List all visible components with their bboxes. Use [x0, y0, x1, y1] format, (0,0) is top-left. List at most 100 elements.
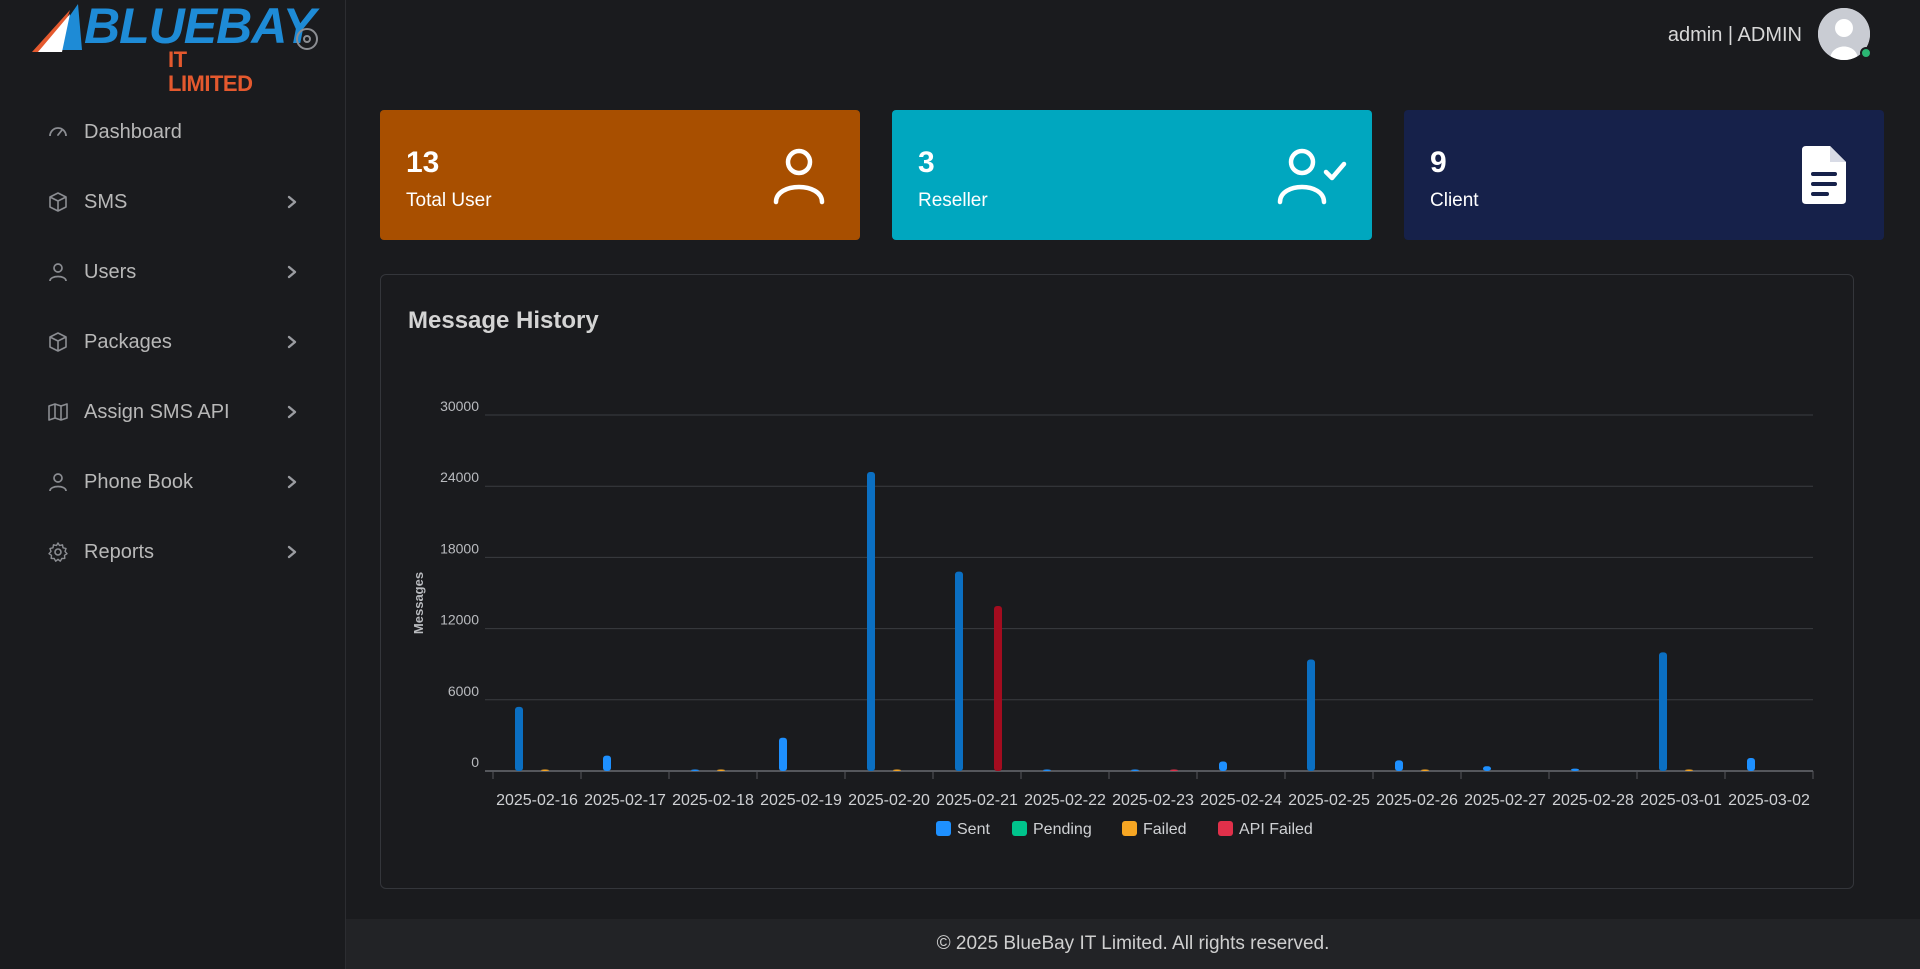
sidebar-item-phone-book[interactable]: Phone Book: [0, 447, 346, 517]
x-tick-label: 2025-02-18: [672, 792, 754, 809]
bar-sent: [1747, 757, 1755, 771]
x-tick-label: 2025-02-25: [1288, 792, 1370, 809]
x-tick-label: 2025-02-21: [936, 792, 1018, 809]
bar-sent: [515, 706, 523, 771]
bar-failed: [541, 769, 549, 771]
brand-logo[interactable]: BLUEBAY IT LIMITED: [26, 0, 316, 96]
x-tick-label: 2025-02-27: [1464, 792, 1546, 809]
sidebar-nav: Dashboard SMS Users Packages: [0, 97, 346, 587]
stat-value: 3: [918, 146, 935, 179]
bar-sent: [779, 737, 787, 771]
sidebar: BLUEBAY IT LIMITED Dashboard SMS Users: [0, 0, 346, 969]
y-tick-label: 0: [471, 754, 479, 770]
sidebar-item-packages[interactable]: Packages: [0, 307, 346, 377]
bar-sent: [1659, 652, 1667, 771]
sidebar-collapse-button[interactable]: [292, 24, 322, 54]
legend-label: Sent: [957, 821, 990, 838]
message-history-panel: Message History 0 6000 12000 18000 24000 3000…: [380, 274, 1854, 889]
sidebar-item-label: Dashboard: [84, 120, 182, 143]
chevron-right-icon: [282, 402, 302, 422]
sidebar-item-label: SMS: [84, 190, 128, 213]
x-tick-label: 2025-03-02: [1728, 792, 1810, 809]
user-icon: [46, 470, 70, 494]
stat-label: Client: [1430, 190, 1479, 211]
bar-sent: [691, 769, 699, 771]
sidebar-item-sms[interactable]: SMS: [0, 167, 346, 237]
chevron-right-icon: [282, 472, 302, 492]
sidebar-item-label: Phone Book: [84, 470, 193, 493]
x-tick-label: 2025-02-19: [760, 792, 842, 809]
x-tick-label: 2025-02-24: [1200, 792, 1282, 809]
document-icon: [1802, 146, 1846, 204]
sidebar-item-label: Reports: [84, 540, 155, 563]
user-role-label[interactable]: admin | ADMIN: [1667, 24, 1802, 46]
stat-label: Reseller: [918, 190, 988, 211]
sidebar-item-reports[interactable]: Reports: [0, 517, 346, 587]
legend-label: Pending: [1033, 821, 1092, 838]
bar-sent: [1219, 761, 1227, 771]
bar-sent: [603, 755, 611, 771]
stat-card-client[interactable]: 9 Client: [1404, 110, 1884, 240]
bar-failed: [717, 769, 725, 771]
legend-label: Failed: [1143, 821, 1187, 838]
copyright-text: © 2025 BlueBay IT Limited. All rights re…: [936, 933, 1330, 954]
legend-swatch: [1218, 821, 1233, 836]
x-tick-label: 2025-02-16: [496, 792, 578, 809]
bar-failed: [1421, 769, 1429, 771]
stat-card-reseller[interactable]: 3 Reseller: [892, 110, 1372, 240]
bar-sent: [1131, 769, 1139, 771]
user-icon: [46, 260, 70, 284]
y-tick-label: 12000: [440, 612, 479, 628]
bar-sent: [1395, 760, 1403, 771]
sail-logo-icon: [32, 4, 82, 52]
stat-value: 9: [1430, 146, 1447, 179]
x-tick-label: 2025-02-28: [1552, 792, 1634, 809]
sidebar-item-dashboard[interactable]: Dashboard: [0, 97, 346, 167]
bar-sent: [1307, 659, 1315, 771]
y-tick-label: 24000: [440, 469, 479, 485]
x-tick-label: 2025-02-26: [1376, 792, 1458, 809]
target-circle-icon: [296, 28, 318, 50]
y-tick-label: 18000: [440, 540, 479, 556]
sidebar-item-users[interactable]: Users: [0, 237, 346, 307]
top-header: admin | ADMIN: [346, 0, 1920, 72]
x-tick-label: 2025-02-22: [1024, 792, 1106, 809]
legend-swatch: [1012, 821, 1027, 836]
bar-failed: [893, 769, 901, 771]
gauge-icon: [46, 120, 70, 144]
x-tick-label: 2025-02-23: [1112, 792, 1194, 809]
chevron-right-icon: [282, 262, 302, 282]
user-check-icon: [1277, 148, 1347, 205]
footer: © 2025 BlueBay IT Limited. All rights re…: [346, 919, 1920, 969]
y-tick-label: 6000: [448, 683, 479, 699]
legend-label: API Failed: [1239, 821, 1313, 838]
box-icon: [46, 190, 70, 214]
bar-failed: [1685, 769, 1693, 771]
stat-value: 13: [406, 146, 440, 179]
sidebar-item-label: Packages: [84, 330, 172, 353]
bar-sent: [955, 571, 963, 771]
legend-swatch: [1122, 821, 1137, 836]
chevron-right-icon: [282, 192, 302, 212]
message-history-chart: 0 6000 12000 18000 24000 30000 Messages 2025-02…: [411, 398, 1814, 838]
bar-sent: [1043, 769, 1051, 771]
panel-title: Message History: [408, 307, 599, 334]
map-icon: [46, 400, 70, 424]
y-tick-label: 30000: [440, 398, 479, 414]
x-tick-label: 2025-02-20: [848, 792, 930, 809]
brand-subtitle: IT LIMITED: [168, 47, 253, 96]
y-axis-label: Messages: [411, 572, 426, 634]
x-tick-label: 2025-03-01: [1640, 792, 1722, 809]
sidebar-item-label: Assign SMS API: [84, 400, 230, 423]
legend-swatch: [936, 821, 951, 836]
stat-card-total-user[interactable]: 13 Total User: [380, 110, 860, 240]
chevron-right-icon: [282, 542, 302, 562]
sidebar-item-assign-sms-api[interactable]: Assign SMS API: [0, 377, 346, 447]
stat-label: Total User: [406, 190, 492, 211]
brand-name: BLUEBAY: [84, 0, 316, 54]
avatar[interactable]: [1818, 8, 1870, 60]
bar-sent: [867, 471, 875, 771]
box-icon: [46, 330, 70, 354]
chevron-right-icon: [282, 332, 302, 352]
online-status-dot: [1860, 47, 1872, 59]
